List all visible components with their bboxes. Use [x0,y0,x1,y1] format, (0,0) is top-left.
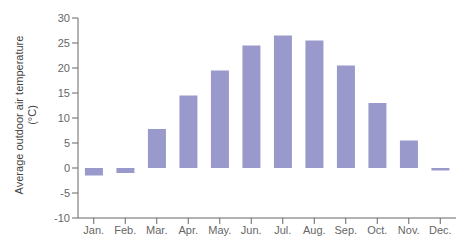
svg-text:Average outdoor air temperatur: Average outdoor air temperature(°C) [13,36,38,195]
svg-text:Jul.: Jul. [274,224,291,236]
svg-text:20: 20 [58,62,70,74]
svg-text:Feb.: Feb. [114,224,136,236]
svg-text:Oct.: Oct. [367,224,387,236]
svg-text:Aug.: Aug. [303,224,326,236]
svg-text:-5: -5 [60,187,70,199]
svg-text:Jan.: Jan. [83,224,104,236]
svg-text:15: 15 [58,87,70,99]
svg-text:Dec.: Dec. [429,224,452,236]
svg-text:May.: May. [208,224,231,236]
svg-text:30: 30 [58,12,70,24]
svg-text:0: 0 [64,162,70,174]
svg-text:Jun.: Jun. [241,224,262,236]
svg-text:Sep.: Sep. [334,224,357,236]
svg-text:Mar.: Mar. [146,224,167,236]
svg-text:Apr.: Apr. [178,224,198,236]
svg-text:-10: -10 [54,212,70,224]
svg-text:Nov.: Nov. [398,224,420,236]
svg-text:10: 10 [58,112,70,124]
svg-text:25: 25 [58,37,70,49]
svg-text:5: 5 [64,137,70,149]
